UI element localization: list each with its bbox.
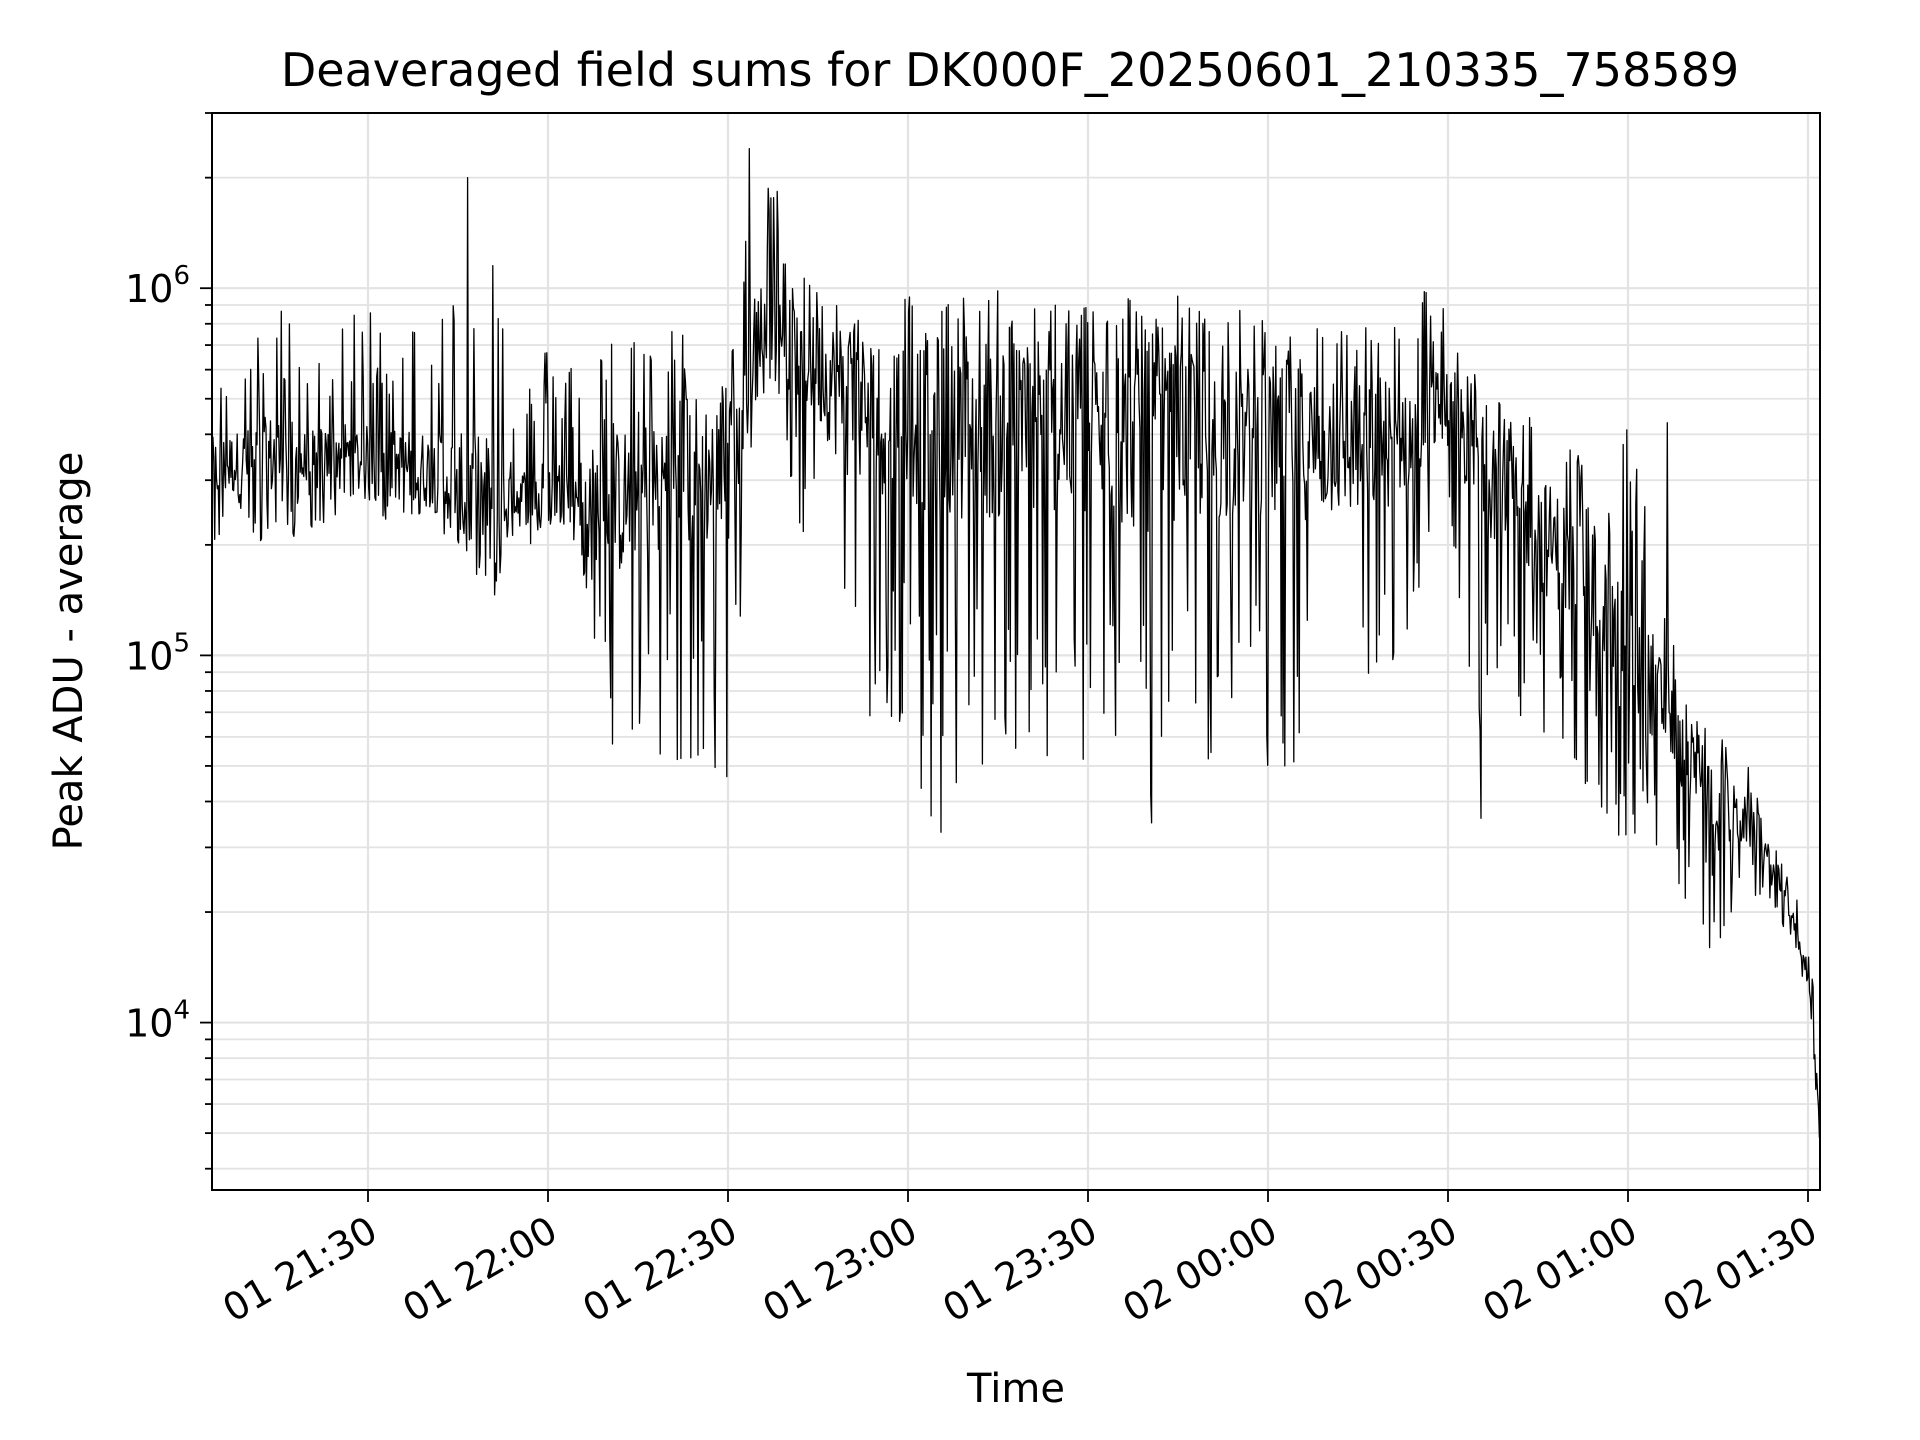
y-tick-label-base: 10 (125, 1002, 173, 1046)
y-tick-label-exponent: 5 (173, 628, 190, 658)
y-tick-label: 104 (125, 996, 190, 1046)
x-axis-label: Time (966, 1366, 1065, 1412)
chart-title: Deaveraged field sums for DK000F_2025060… (281, 43, 1739, 97)
y-tick-label: 105 (125, 628, 190, 678)
y-axis-label: Peak ADU - average (46, 452, 92, 851)
y-tick-label-exponent: 4 (173, 996, 190, 1026)
data-area (211, 147, 1821, 1138)
y-tick-label-base: 10 (125, 634, 173, 678)
plot-frame (211, 112, 1821, 1191)
y-tick-label: 106 (125, 261, 190, 311)
data-series-line (211, 147, 1821, 1138)
y-tick-label-exponent: 6 (173, 261, 190, 291)
y-tick-label-base: 10 (125, 267, 173, 311)
